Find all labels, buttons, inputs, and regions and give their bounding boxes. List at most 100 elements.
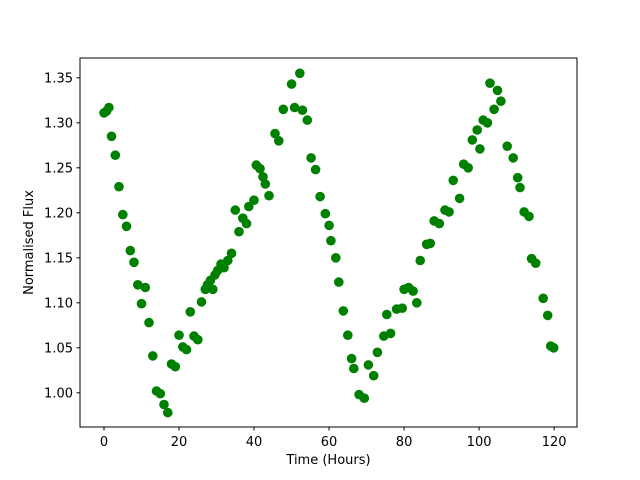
data-point bbox=[223, 255, 233, 266]
data-point bbox=[425, 238, 436, 249]
y-tick-label: 1.25 bbox=[44, 161, 73, 176]
data-point bbox=[508, 153, 518, 163]
data-point bbox=[489, 104, 499, 115]
data-point bbox=[125, 245, 136, 256]
data-point bbox=[363, 360, 374, 370]
data-point bbox=[359, 393, 370, 404]
data-point bbox=[159, 399, 169, 410]
data-point bbox=[548, 343, 559, 353]
data-point bbox=[140, 282, 151, 293]
data-point bbox=[155, 388, 166, 399]
data-point bbox=[310, 164, 321, 175]
data-point bbox=[515, 182, 525, 193]
data-point bbox=[185, 307, 196, 317]
x-tick-label: 120 bbox=[542, 435, 567, 450]
y-tick-label: 1.05 bbox=[44, 341, 73, 356]
data-point bbox=[475, 144, 485, 154]
y-axis-label: Normalised Flux bbox=[22, 190, 37, 295]
data-point bbox=[163, 407, 173, 418]
data-point bbox=[502, 141, 512, 151]
x-tick-label: 60 bbox=[321, 435, 338, 450]
data-point bbox=[320, 208, 331, 219]
data-point bbox=[408, 286, 418, 296]
data-point bbox=[174, 330, 184, 341]
data-point bbox=[219, 262, 229, 273]
x-axis-label: Time (Hours) bbox=[285, 453, 370, 468]
data-point bbox=[372, 347, 383, 358]
data-point bbox=[226, 248, 237, 259]
data-point bbox=[482, 118, 493, 128]
data-point bbox=[286, 79, 297, 89]
data-point bbox=[444, 207, 454, 217]
y-tick-label: 1.00 bbox=[44, 386, 73, 401]
data-point bbox=[338, 306, 349, 316]
data-point bbox=[472, 125, 483, 135]
data-point bbox=[270, 128, 280, 139]
x-tick-label: 100 bbox=[467, 435, 492, 450]
data-point bbox=[496, 96, 506, 106]
data-point bbox=[170, 361, 181, 372]
data-point bbox=[255, 163, 265, 174]
x-tick-label: 20 bbox=[171, 435, 188, 450]
data-point bbox=[133, 280, 143, 290]
data-point bbox=[274, 136, 284, 146]
data-point bbox=[136, 298, 147, 309]
data-point bbox=[538, 293, 548, 304]
data-point bbox=[241, 218, 252, 229]
y-tick-label: 1.15 bbox=[44, 251, 73, 266]
data-point bbox=[315, 191, 325, 202]
y-tick-label: 1.30 bbox=[44, 116, 73, 131]
data-point bbox=[144, 317, 154, 328]
data-point bbox=[110, 150, 121, 160]
data-point bbox=[295, 68, 305, 79]
data-point bbox=[121, 221, 132, 232]
data-point bbox=[415, 255, 426, 266]
data-point bbox=[331, 252, 341, 263]
data-point bbox=[463, 163, 474, 173]
data-point bbox=[324, 220, 334, 231]
data-point bbox=[104, 102, 114, 113]
data-point bbox=[334, 277, 344, 287]
data-point bbox=[306, 153, 316, 163]
data-point bbox=[524, 211, 534, 222]
data-point bbox=[181, 344, 192, 355]
data-point bbox=[244, 201, 254, 212]
data-point bbox=[118, 209, 128, 220]
data-point bbox=[412, 298, 422, 308]
data-point bbox=[302, 115, 313, 125]
x-tick-label: 80 bbox=[396, 435, 413, 450]
data-point bbox=[260, 179, 271, 189]
data-point bbox=[512, 172, 523, 183]
data-point bbox=[385, 328, 396, 339]
data-point bbox=[530, 258, 541, 269]
data-point bbox=[249, 195, 259, 205]
data-point bbox=[196, 297, 207, 307]
data-point bbox=[193, 334, 203, 345]
data-point bbox=[492, 85, 503, 96]
data-point bbox=[114, 181, 124, 192]
y-axis-ticks bbox=[76, 77, 80, 394]
data-point bbox=[349, 363, 359, 374]
data-point bbox=[264, 190, 274, 201]
data-point bbox=[467, 135, 478, 145]
data-point bbox=[289, 102, 300, 113]
data-point bbox=[297, 105, 308, 115]
data-point bbox=[208, 284, 218, 295]
data-point bbox=[106, 131, 117, 142]
x-axis-tick-labels: 0 20 40 60 80 100 120 bbox=[100, 435, 567, 450]
x-axis-ticks bbox=[103, 427, 555, 431]
data-point bbox=[397, 303, 408, 314]
data-point bbox=[258, 172, 268, 182]
y-tick-label: 1.10 bbox=[44, 296, 73, 311]
data-point bbox=[542, 310, 553, 321]
scatter-points bbox=[99, 68, 559, 418]
data-point bbox=[148, 351, 158, 361]
x-tick-label: 40 bbox=[246, 435, 263, 450]
data-point bbox=[448, 175, 459, 186]
data-point bbox=[278, 104, 289, 115]
data-point bbox=[129, 257, 139, 268]
plot-frame bbox=[79, 57, 578, 428]
data-point bbox=[346, 353, 357, 364]
y-tick-label: 1.20 bbox=[44, 206, 73, 221]
